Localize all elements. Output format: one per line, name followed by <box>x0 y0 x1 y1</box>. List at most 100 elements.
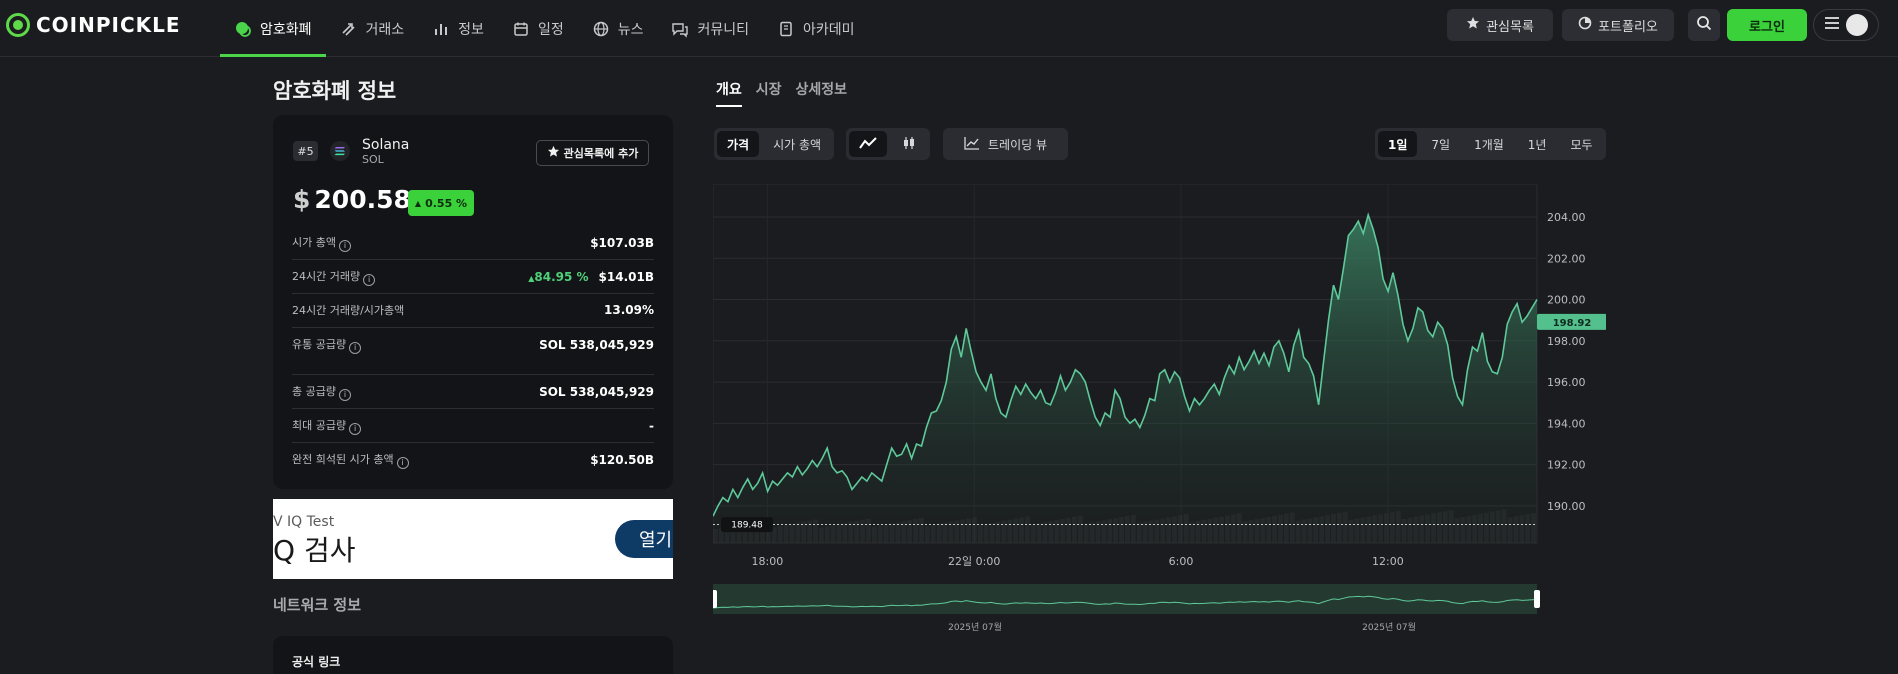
exchange-icon <box>340 20 358 38</box>
price-currency: $ <box>293 185 311 214</box>
line-chart-button[interactable] <box>849 131 887 157</box>
nav-label: 정보 <box>458 21 484 38</box>
y-axis-labels: 190.00 192.00 194.00 196.00 198.00 200.00 202.… <box>1547 211 1586 513</box>
calendar-icon <box>512 20 530 38</box>
stat-value: SOL 538,045,929 <box>539 337 654 352</box>
price-chart[interactable]: 189.48 198.92 190.00 192.00 194.00 196.00 19… <box>711 183 1607 644</box>
tab-details[interactable]: 상세정보 <box>795 82 848 98</box>
stat-value: $120.50B <box>590 452 654 467</box>
portfolio-button[interactable]: 포트폴리오 <box>1562 9 1674 41</box>
y-tick-label: 196.00 <box>1547 376 1586 389</box>
toggle-market-cap[interactable]: 시가 총액 <box>773 137 822 152</box>
trading-view-button[interactable]: 트레이딩 뷰 <box>943 128 1068 160</box>
stat-fully-diluted: 완전 희석된 시가 총액 i $120.50B <box>292 451 654 469</box>
stat-24h-volume: 24시간 거래량 i ▲84.95 % $14.01B <box>292 268 654 286</box>
y-tick-label: 200.00 <box>1547 294 1586 307</box>
search-icon <box>1696 15 1712 35</box>
logo[interactable]: COINPICKLE <box>6 13 181 37</box>
x-tick-label: 12:00 <box>1372 555 1404 568</box>
stat-label: 24시간 거래량 i <box>292 268 376 286</box>
price-chart-svg[interactable]: 189.48 198.92 190.00192.00194.00196.0019… <box>711 183 1607 644</box>
nav-item-community[interactable]: 커뮤니티 <box>657 0 763 57</box>
nav-item-academy[interactable]: 아카데미 <box>763 0 869 57</box>
stat-label: 최대 공급량 i <box>292 417 362 435</box>
navigator-label: 2025년 07월 <box>1362 621 1416 633</box>
stat-value: 13.09% <box>604 303 654 317</box>
coin-summary-card: #5 Solana SOL 관심목록에 추가 $200.58 ▲ 0.55 % … <box>273 115 673 489</box>
nav-label: 아카데미 <box>803 21 855 38</box>
metric-toggle: 가격 시가 총액 <box>714 128 835 160</box>
price-area <box>713 214 1537 543</box>
tab-overview[interactable]: 개요 <box>716 79 742 107</box>
globe-icon <box>592 20 610 38</box>
login-button[interactable]: 로그인 <box>1727 9 1807 41</box>
price-value: 200.58 <box>314 185 411 214</box>
coinpickle-logo-icon <box>6 13 30 37</box>
x-axis-labels: 18:00 22일 0:00 6:00 12:00 <box>752 554 1404 568</box>
add-to-watchlist-button[interactable]: 관심목록에 추가 <box>536 140 649 166</box>
range-all[interactable]: 모두 <box>1570 137 1593 152</box>
price-change-badge: ▲ 0.55 % <box>408 190 474 216</box>
nav-label: 거래소 <box>365 21 405 38</box>
range-navigator[interactable]: 2025년 07월 2025년 07월 <box>711 584 1540 633</box>
stat-value: $14.01B <box>598 269 654 284</box>
candlestick-button[interactable] <box>891 131 927 157</box>
range-1d[interactable]: 1일 <box>1378 131 1418 157</box>
logo-text: COINPICKLE <box>36 13 181 37</box>
ad-line-2: Q 검사 <box>273 534 356 567</box>
info-icon[interactable]: i <box>349 341 362 354</box>
svg-text:198.92: 198.92 <box>1553 318 1592 329</box>
coin-name: Solana <box>362 137 410 153</box>
toggle-price[interactable]: 가격 <box>717 131 760 157</box>
info-icon[interactable]: i <box>338 388 351 401</box>
range-1m[interactable]: 1개월 <box>1474 137 1504 152</box>
y-tick-label: 192.00 <box>1547 459 1586 472</box>
coin-symbol: SOL <box>362 153 384 166</box>
x-tick-label: 22일 0:00 <box>948 554 1000 568</box>
star-icon <box>547 145 560 161</box>
navigator-right-handle[interactable] <box>1534 590 1540 608</box>
coin-icon <box>234 20 252 38</box>
stat-value-group: ▲84.95 % $14.01B <box>528 270 654 284</box>
tab-market[interactable]: 시장 <box>755 82 782 98</box>
info-icon[interactable]: i <box>349 422 362 435</box>
nav-item-info[interactable]: 정보 <box>418 0 498 57</box>
watchlist-button[interactable]: 관심목록 <box>1447 9 1553 41</box>
portfolio-label: 포트폴리오 <box>1598 19 1658 35</box>
svg-text:189.48: 189.48 <box>731 521 763 531</box>
stat-label: 완전 희석된 시가 총액 i <box>292 451 409 469</box>
top-header: COINPICKLE 암호화폐 거래소 정보 일정 <box>0 0 1898 57</box>
search-button[interactable] <box>1688 9 1720 41</box>
menu-button[interactable] <box>1813 9 1879 41</box>
price-change-value: 0.55 % <box>425 196 468 210</box>
nav-item-exchange[interactable]: 거래소 <box>326 0 419 57</box>
ad-line-1: V IQ Test <box>273 514 335 530</box>
navigator-line <box>712 595 1538 609</box>
range-7d[interactable]: 7일 <box>1431 137 1451 152</box>
up-arrow-icon: ▲ <box>414 198 422 208</box>
y-tick-label: 190.00 <box>1547 500 1586 513</box>
info-icon[interactable]: i <box>363 273 376 286</box>
avatar <box>1846 14 1868 36</box>
candlestick-icon <box>902 136 916 153</box>
nav-item-news[interactable]: 뉴스 <box>578 0 658 57</box>
advertisement-banner[interactable]: V IQ Test Q 검사 열기 <box>273 499 673 579</box>
range-1y[interactable]: 1년 <box>1527 137 1547 152</box>
nav-item-crypto[interactable]: 암호화폐 <box>220 0 326 57</box>
navigator-left-handle[interactable] <box>711 590 717 608</box>
low-price-tag: 189.48 <box>721 517 773 533</box>
stat-label: 유통 공급량 i <box>292 336 362 354</box>
divider <box>292 327 654 328</box>
chart-type-toggle <box>846 128 930 160</box>
navigator-track <box>713 584 1537 614</box>
info-icon[interactable]: i <box>338 239 351 252</box>
nav-item-schedule[interactable]: 일정 <box>498 0 578 57</box>
stat-value: SOL 538,045,929 <box>539 384 654 399</box>
stat-max-supply: 최대 공급량 i - <box>292 417 654 435</box>
ad-open-button[interactable]: 열기 <box>615 520 673 558</box>
chat-icon <box>671 20 689 38</box>
info-icon[interactable]: i <box>396 456 409 469</box>
nav-label: 일정 <box>537 21 564 38</box>
star-icon <box>1466 16 1480 34</box>
divider <box>292 374 654 375</box>
